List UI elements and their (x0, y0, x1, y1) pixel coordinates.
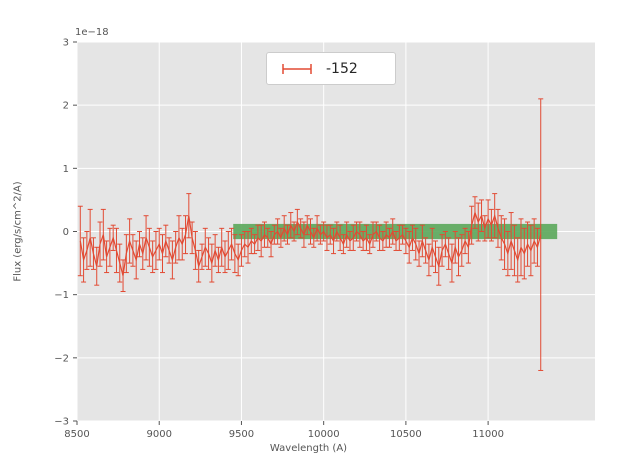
y-tick-label: 2 (63, 101, 69, 112)
x-axis-label: Wavelength (A) (269, 443, 348, 454)
y-tick-label: 1 (63, 164, 69, 175)
x-tick-label: 10500 (390, 429, 422, 440)
y-tick-label: −1 (54, 290, 69, 301)
legend: -152 (266, 52, 396, 85)
y-tick-label: 0 (63, 227, 69, 238)
y-axis-label: Flux (erg/s/cm^2/A) (12, 181, 24, 282)
y-axis-offset-label: 1e−18 (75, 27, 109, 38)
legend-errorbar-icon (282, 63, 312, 74)
y-tick-label: 3 (63, 38, 69, 49)
x-tick-label: 9500 (229, 429, 254, 440)
y-tick-label: −3 (54, 417, 69, 428)
x-tick-label: 10000 (308, 429, 340, 440)
x-tick-label: 8500 (64, 429, 89, 440)
y-tick-label: −2 (54, 353, 69, 364)
data-line (79, 210, 542, 276)
x-tick-label: 9000 (146, 429, 171, 440)
x-tick-label: 11000 (472, 429, 504, 440)
legend-label: -152 (326, 60, 358, 77)
